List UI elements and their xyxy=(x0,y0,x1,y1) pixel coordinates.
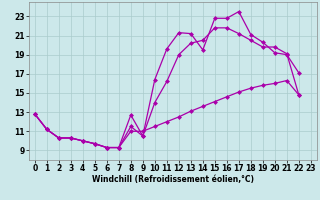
X-axis label: Windchill (Refroidissement éolien,°C): Windchill (Refroidissement éolien,°C) xyxy=(92,175,254,184)
